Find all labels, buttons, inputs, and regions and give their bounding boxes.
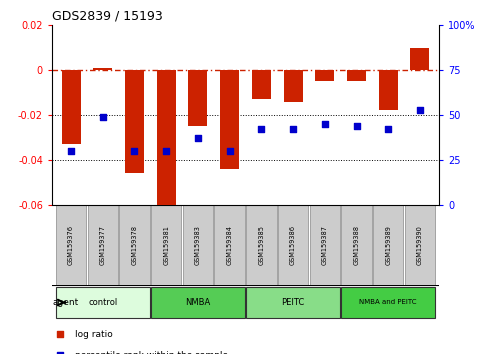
Point <box>289 127 297 132</box>
Bar <box>315 70 334 81</box>
Text: GSM159383: GSM159383 <box>195 225 201 265</box>
Point <box>99 114 107 120</box>
Bar <box>56 287 150 318</box>
Bar <box>252 70 271 99</box>
Text: GSM159385: GSM159385 <box>258 225 264 265</box>
Text: agent: agent <box>53 298 79 307</box>
Bar <box>246 287 340 318</box>
Text: GSM159390: GSM159390 <box>417 225 423 265</box>
Point <box>56 331 64 337</box>
Bar <box>183 205 213 285</box>
Text: GSM159377: GSM159377 <box>100 225 106 265</box>
Bar <box>93 68 112 70</box>
Bar <box>246 205 277 285</box>
Point <box>353 123 360 129</box>
Text: GSM159389: GSM159389 <box>385 225 391 265</box>
Text: NMBA and PEITC: NMBA and PEITC <box>359 299 417 306</box>
Bar <box>220 70 239 169</box>
Text: GSM159384: GSM159384 <box>227 225 233 265</box>
Point <box>226 148 233 154</box>
Point <box>384 127 392 132</box>
Bar <box>156 70 176 205</box>
Bar <box>341 205 372 285</box>
Bar <box>341 287 435 318</box>
Point <box>257 127 265 132</box>
Point <box>194 136 202 141</box>
Bar <box>379 70 398 110</box>
Bar <box>214 205 245 285</box>
Bar <box>151 205 182 285</box>
Point <box>416 107 424 113</box>
Bar <box>87 205 118 285</box>
Bar <box>119 205 150 285</box>
Bar <box>61 70 81 144</box>
Bar <box>188 70 207 126</box>
Bar <box>405 205 435 285</box>
Bar <box>411 47 429 70</box>
Text: GSM159376: GSM159376 <box>68 225 74 265</box>
Bar <box>56 205 86 285</box>
Point <box>162 148 170 154</box>
Bar <box>373 205 403 285</box>
Text: GSM159381: GSM159381 <box>163 225 169 265</box>
Text: percentile rank within the sample: percentile rank within the sample <box>75 351 228 354</box>
Bar <box>347 70 366 81</box>
Text: GDS2839 / 15193: GDS2839 / 15193 <box>52 10 163 22</box>
Text: GSM159378: GSM159378 <box>131 225 138 265</box>
Bar <box>125 70 144 173</box>
Point <box>321 121 328 127</box>
Point <box>130 148 138 154</box>
Text: GSM159388: GSM159388 <box>354 225 359 265</box>
Point <box>67 148 75 154</box>
Text: PEITC: PEITC <box>282 298 305 307</box>
Text: control: control <box>88 298 117 307</box>
Bar <box>310 205 340 285</box>
Bar <box>151 287 245 318</box>
Point <box>56 353 64 354</box>
Bar <box>284 70 302 102</box>
Text: GSM159386: GSM159386 <box>290 225 296 265</box>
Text: NMBA: NMBA <box>185 298 211 307</box>
Bar <box>278 205 308 285</box>
Text: log ratio: log ratio <box>75 330 113 339</box>
Text: GSM159387: GSM159387 <box>322 225 328 265</box>
